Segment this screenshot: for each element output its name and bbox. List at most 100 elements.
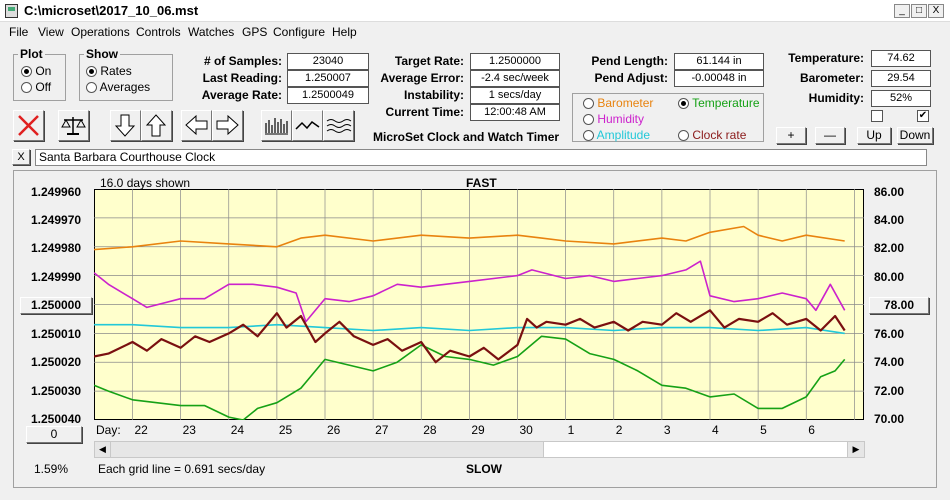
title-bar: C:\microset\2017_10_06.mst _ □ X	[0, 0, 950, 22]
plot-group-legend: Plot	[20, 47, 43, 61]
barometer-option-label: Barometer	[597, 96, 654, 110]
menu-operations[interactable]: Operations	[71, 25, 130, 39]
down-arrow-button[interactable]	[110, 110, 141, 141]
app-caption: MicroSet Clock and Watch Timer	[373, 130, 560, 144]
multi-wave-icon	[326, 119, 352, 133]
temperature-option-label: Temperature	[692, 96, 760, 110]
temperature-radio[interactable]: Temperature	[678, 96, 760, 110]
x-tick-label: 5	[760, 423, 767, 437]
y-left-tick: 1.249980	[31, 241, 82, 255]
menu-controls[interactable]: Controls	[136, 25, 181, 39]
arrow-right-icon	[216, 114, 239, 136]
show-group: Show	[79, 47, 173, 101]
y-left-tick: 1.250020	[31, 355, 82, 369]
radio-icon	[583, 114, 594, 126]
y-right-tick: 82.00	[874, 241, 905, 255]
show-averages-label: Averages	[99, 80, 151, 94]
close-button[interactable]: X	[928, 4, 944, 18]
plot-off-radio[interactable]: Off	[21, 80, 51, 94]
y-right-tick: 70.00	[874, 412, 905, 426]
pend-length-value: 61.144 in	[674, 53, 764, 70]
radio-selected-icon	[86, 66, 97, 78]
down-button[interactable]: Down	[897, 127, 933, 144]
x-tick-label: 26	[327, 423, 341, 437]
center-rate-button[interactable]: 1.250000	[20, 297, 92, 314]
up-arrow-button[interactable]	[141, 110, 172, 141]
y-right-tick: 84.00	[874, 213, 905, 227]
menu-file[interactable]: File	[9, 25, 29, 39]
minus-button[interactable]: —	[815, 127, 845, 144]
multi-wave-button[interactable]	[323, 110, 354, 141]
samples-label: # of Samples:	[203, 54, 282, 68]
stop-button[interactable]	[13, 110, 44, 141]
x-tick-label: 25	[278, 423, 293, 437]
radio-icon	[583, 98, 594, 110]
y-left-tick: 1.249960	[31, 185, 82, 199]
wave-button[interactable]	[292, 110, 323, 141]
up-button[interactable]: Up	[857, 127, 891, 144]
instability-label: Instability:	[403, 88, 464, 102]
grid-line-note: Each grid line = 0.691 secs/day	[98, 462, 266, 476]
menu-view[interactable]: View	[38, 25, 64, 39]
show-averages-radio[interactable]: Averages	[86, 80, 150, 94]
right-arrow-button[interactable]	[212, 110, 243, 141]
scrollbar-thumb[interactable]	[543, 442, 848, 457]
x-tick-label: 22	[134, 423, 148, 437]
y-left-tick: 1.250010	[31, 327, 82, 341]
menu-watches[interactable]: Watches	[188, 25, 235, 39]
center-temp-button[interactable]: 78.00	[869, 297, 929, 314]
current-time-value: 12:00:48 AM	[470, 104, 560, 121]
fast-label: FAST	[466, 176, 497, 190]
wave-icon	[295, 120, 320, 130]
humidity-radio[interactable]: Humidity	[583, 112, 644, 126]
series-line-1	[94, 260, 846, 323]
plot-on-label: On	[35, 64, 52, 78]
app-icon	[5, 4, 18, 18]
instability-value: 1 secs/day	[470, 87, 560, 104]
histogram-button[interactable]	[261, 110, 292, 141]
show-group-legend: Show	[86, 47, 118, 61]
scroll-left-icon[interactable]: ◀	[95, 442, 111, 457]
average-error-label: Average Error:	[380, 71, 464, 85]
arrow-up-icon	[145, 114, 167, 137]
clock-close-button[interactable]: X	[12, 149, 30, 165]
radio-icon	[21, 82, 32, 94]
series-line-4	[94, 309, 846, 364]
slow-label: SLOW	[466, 462, 502, 476]
clock-rate-option-label: Clock rate	[692, 128, 747, 142]
barometer-radio[interactable]: Barometer	[583, 96, 653, 110]
horizontal-scrollbar[interactable]: ◀ ▶	[94, 441, 865, 458]
menu-configure[interactable]: Configure	[273, 25, 326, 39]
y-right-tick: 74.00	[874, 355, 905, 369]
x-tick-label: 23	[182, 423, 196, 437]
average-rate-value: 1.2500049	[287, 87, 369, 104]
show-rates-radio[interactable]: Rates	[86, 64, 132, 78]
arrow-left-icon	[185, 114, 208, 136]
plus-button[interactable]: +	[776, 127, 806, 144]
env-checkbox-1[interactable]	[871, 110, 883, 122]
y-right-tick: 72.00	[874, 384, 905, 398]
amplitude-radio[interactable]: Amplitude	[583, 128, 650, 142]
clock-rate-radio[interactable]: Clock rate	[678, 128, 746, 142]
humidity-option-label: Humidity	[597, 112, 645, 126]
balance-button[interactable]	[58, 110, 89, 141]
env-checkbox-2[interactable]: ✔	[917, 110, 929, 122]
menu-gps[interactable]: GPS	[242, 25, 268, 39]
average-error-value: -2.4 sec/week	[470, 70, 560, 87]
clock-name-field[interactable]: Santa Barbara Courthouse Clock	[35, 149, 927, 166]
offset-button[interactable]: 0	[26, 426, 82, 443]
plot-on-radio[interactable]: On	[21, 64, 51, 78]
y-right-tick: 86.00	[874, 185, 905, 199]
percent-label: 1.59%	[34, 462, 69, 476]
target-rate-label: Target Rate:	[394, 54, 464, 68]
scroll-right-icon[interactable]: ▶	[852, 444, 860, 454]
current-time-label: Current Time:	[385, 105, 464, 119]
menu-help[interactable]: Help	[332, 25, 357, 39]
aux-plot-options	[572, 93, 764, 142]
left-arrow-button[interactable]	[181, 110, 212, 141]
barometer-value: 29.54	[871, 70, 931, 87]
x-tick-label: 24	[230, 423, 245, 437]
minimize-button[interactable]: _	[894, 4, 910, 18]
pend-length-label: Pend Length:	[591, 54, 668, 68]
maximize-button[interactable]: □	[911, 4, 927, 18]
